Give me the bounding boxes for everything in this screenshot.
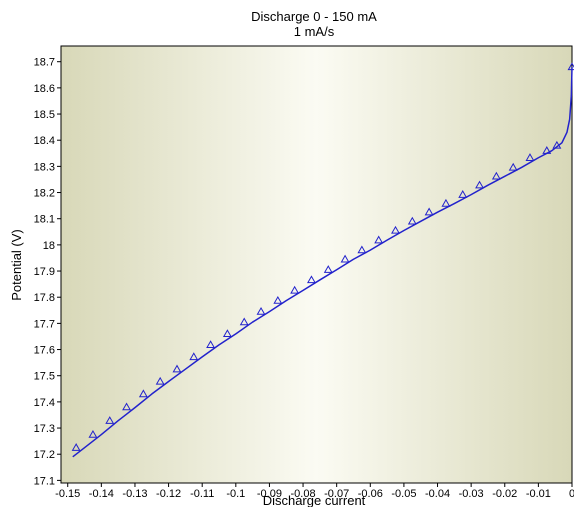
- data-point-marker: [256, 306, 266, 315]
- y-tick-label: 17.8: [34, 292, 55, 304]
- chart-subtitle: 1 mA/s: [294, 24, 335, 39]
- data-point-marker: [424, 207, 434, 216]
- x-axis: -0.15 -0.14 -0.13 -0.12 -0.11 -0.1 -0.09 -0.08-…: [55, 483, 574, 500]
- y-tick-label: 18.7: [34, 57, 55, 69]
- data-point-marker: [172, 364, 182, 373]
- data-point-marker: [71, 443, 81, 451]
- data-point-marker: [525, 153, 535, 161]
- series-line: [72, 66, 573, 458]
- data-point-marker: [206, 340, 216, 349]
- y-tick-label: 17.4: [34, 397, 55, 409]
- data-point-marker: [491, 171, 501, 180]
- x-tick-label: -0.12: [156, 488, 181, 500]
- y-tick-label: 17.5: [34, 371, 55, 383]
- x-tick-label: -0.11: [190, 488, 214, 500]
- data-point-marker: [155, 376, 165, 385]
- x-tick-label: -0.05: [391, 488, 416, 500]
- y-tick-label: 18: [43, 240, 55, 252]
- y-tick-label: 17.3: [34, 423, 55, 435]
- data-point-marker: [88, 429, 98, 438]
- chart-title: Discharge 0 - 150 mA: [251, 9, 377, 24]
- data-point-marker: [222, 329, 232, 338]
- x-tick-label: -0.03: [459, 488, 484, 500]
- x-tick-label: -0.15: [55, 488, 80, 500]
- y-axis: 17.1 17.2 17.3 17.4 17.5 17.6 17.7 17.8 17.9 18 18…: [34, 57, 61, 487]
- x-axis-label: Discharge current: [263, 493, 366, 507]
- data-point-marker: [542, 146, 552, 154]
- series-layer: [71, 62, 574, 458]
- y-tick-label: 17.2: [34, 449, 55, 461]
- x-tick-label: -0.1: [226, 488, 245, 500]
- data-point-marker: [340, 254, 350, 263]
- x-tick-label: -0.04: [425, 488, 450, 500]
- x-tick-label: -0.07: [324, 488, 349, 500]
- data-point-marker: [552, 140, 562, 149]
- data-point-marker: [122, 402, 132, 411]
- data-point-marker: [357, 245, 367, 254]
- y-tick-label: 18.6: [34, 83, 55, 95]
- data-point-marker: [441, 198, 451, 207]
- x-tick-label: -0.13: [122, 488, 147, 500]
- plot-area: [60, 45, 573, 484]
- y-tick-label: 17.9: [34, 266, 55, 278]
- data-point-marker: [391, 225, 400, 234]
- data-point-marker: [273, 296, 283, 304]
- data-point-marker: [374, 235, 384, 244]
- x-tick-label: -0.01: [526, 488, 551, 500]
- x-tick-label: -0.02: [492, 488, 517, 500]
- x-tick-label: -0.06: [358, 488, 383, 500]
- data-point-marker: [105, 416, 115, 424]
- x-tick-label: -0.09: [257, 488, 282, 500]
- data-point-marker: [189, 352, 199, 361]
- y-tick-label: 18.2: [34, 188, 55, 200]
- y-tick-label: 17.1: [34, 475, 55, 487]
- data-point-marker: [508, 162, 518, 171]
- data-point-marker: [407, 216, 417, 225]
- y-tick-label: 18.3: [34, 161, 55, 173]
- x-tick-label: 0: [569, 488, 574, 500]
- x-tick-label: -0.08: [291, 488, 316, 500]
- data-point-marker: [239, 317, 249, 326]
- data-point-marker: [323, 265, 333, 273]
- y-tick-label: 18.1: [34, 214, 55, 226]
- y-tick-label: 18.4: [34, 135, 55, 147]
- data-point-marker: [458, 190, 468, 198]
- data-point-marker: [475, 180, 485, 189]
- y-tick-label: 18.5: [34, 109, 55, 121]
- y-axis-label: Potential (V): [9, 229, 24, 301]
- y-tick-label: 17.6: [34, 345, 55, 357]
- data-point-marker: [306, 275, 316, 284]
- data-point-marker: [138, 389, 148, 398]
- y-tick-label: 17.7: [34, 318, 55, 330]
- data-point-marker: [290, 285, 300, 294]
- x-tick-label: -0.14: [89, 488, 114, 500]
